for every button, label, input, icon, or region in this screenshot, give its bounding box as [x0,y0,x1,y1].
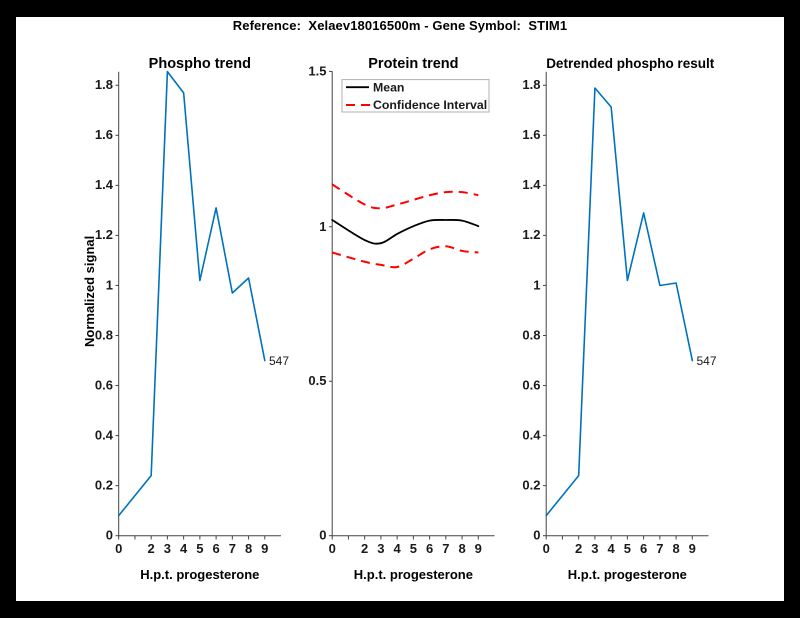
svg-text:1: 1 [533,277,540,292]
svg-text:8: 8 [672,541,679,556]
svg-text:0.5: 0.5 [308,373,326,388]
svg-text:2: 2 [361,541,368,556]
svg-text:5: 5 [410,541,417,556]
svg-text:0.2: 0.2 [522,477,540,492]
svg-text:0.2: 0.2 [95,477,113,492]
svg-text:3: 3 [591,541,598,556]
svg-text:0.4: 0.4 [95,427,114,442]
svg-text:4: 4 [180,541,188,556]
svg-text:9: 9 [475,541,482,556]
svg-text:1.2: 1.2 [522,227,540,242]
svg-text:0.8: 0.8 [522,327,540,342]
svg-text:2: 2 [148,541,155,556]
svg-text:0: 0 [533,528,540,543]
svg-text:547: 547 [697,354,717,368]
svg-text:6: 6 [212,541,219,556]
svg-text:9: 9 [689,541,696,556]
svg-text:3: 3 [377,541,384,556]
svg-text:3: 3 [164,541,171,556]
svg-text:1: 1 [106,277,113,292]
svg-text:5: 5 [624,541,631,556]
svg-text:1.6: 1.6 [522,127,540,142]
svg-text:7: 7 [229,541,236,556]
svg-text:7: 7 [656,541,663,556]
svg-text:1.2: 1.2 [95,227,113,242]
svg-text:2: 2 [575,541,582,556]
svg-text:0: 0 [319,528,326,543]
svg-text:0.6: 0.6 [522,377,540,392]
svg-text:8: 8 [245,541,252,556]
svg-text:1.4: 1.4 [522,177,541,192]
svg-text:1.4: 1.4 [95,177,114,192]
svg-text:0.8: 0.8 [95,327,113,342]
svg-text:1.8: 1.8 [95,77,113,92]
svg-text:4: 4 [394,541,402,556]
svg-text:0.6: 0.6 [95,377,113,392]
svg-text:547: 547 [269,354,289,368]
svg-text:4: 4 [608,541,616,556]
svg-text:1.8: 1.8 [522,77,540,92]
svg-text:0: 0 [329,541,336,556]
svg-text:Confidence Interval: Confidence Interval [373,98,487,112]
svg-text:0: 0 [106,528,113,543]
svg-text:0: 0 [543,541,550,556]
svg-text:6: 6 [426,541,433,556]
svg-text:0.4: 0.4 [522,427,541,442]
svg-text:1.6: 1.6 [95,127,113,142]
svg-text:9: 9 [261,541,268,556]
svg-text:1.5: 1.5 [308,63,326,78]
svg-text:8: 8 [458,541,465,556]
svg-text:Mean: Mean [373,80,404,94]
svg-text:6: 6 [640,541,647,556]
svg-text:0: 0 [115,541,122,556]
svg-text:5: 5 [196,541,203,556]
svg-text:1: 1 [319,219,326,234]
svg-text:7: 7 [442,541,449,556]
